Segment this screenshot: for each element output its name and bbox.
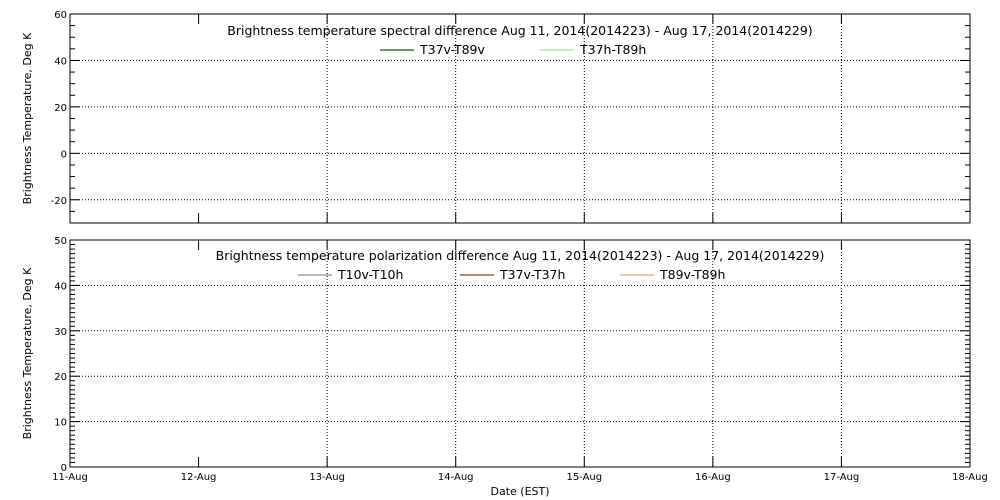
legend-entry: T89v-T89h [659,267,725,282]
y-tick-label: -20 [51,196,67,207]
y-tick-label: 0 [61,463,67,474]
y-axis-label: Brightness Temperature, Deg K [21,32,34,204]
x-tick-label: 16-Aug [695,472,731,483]
y-axis-label: Brightness Temperature, Deg K [21,267,34,439]
chart-title: Brightness temperature polarization diff… [216,248,825,263]
y-tick-label: 0 [61,149,67,160]
legend-entry: T37v-T37h [499,267,565,282]
x-tick-label: 15-Aug [566,472,602,483]
x-tick-label: 11-Aug [52,472,88,483]
x-tick-label: 17-Aug [824,472,860,483]
y-tick-label: 50 [54,236,67,247]
chart-panel-1: -20 0 20 40 60 Brightness Temperature, Deg K B… [21,10,971,224]
y-tick-label: 20 [54,372,67,383]
chart-title: Brightness temperature spectral differen… [227,23,812,38]
y-tick-label: 40 [54,281,67,292]
chart-panel-2: 0 10 20 30 40 50 11-Aug 12-Aug 13-Aug 14-Aug 15-Au… [21,236,988,498]
x-axis-label: Date (EST) [490,485,549,498]
y-tick-label: 30 [54,327,67,338]
y-tick-label: 10 [54,418,67,429]
legend-entry: T37v-T89v [419,42,486,57]
y-tick-label: 20 [54,103,67,114]
x-tick-label: 18-Aug [952,472,988,483]
y-tick-label: 60 [54,10,67,21]
x-tick-label: 14-Aug [438,472,474,483]
x-tick-label: 12-Aug [181,472,217,483]
legend-entry: T10v-T10h [337,267,403,282]
x-tick-label: 13-Aug [309,472,345,483]
y-tick-label: 40 [54,56,67,67]
legend-entry: T37h-T89h [579,42,646,57]
plot-frame [69,13,971,224]
